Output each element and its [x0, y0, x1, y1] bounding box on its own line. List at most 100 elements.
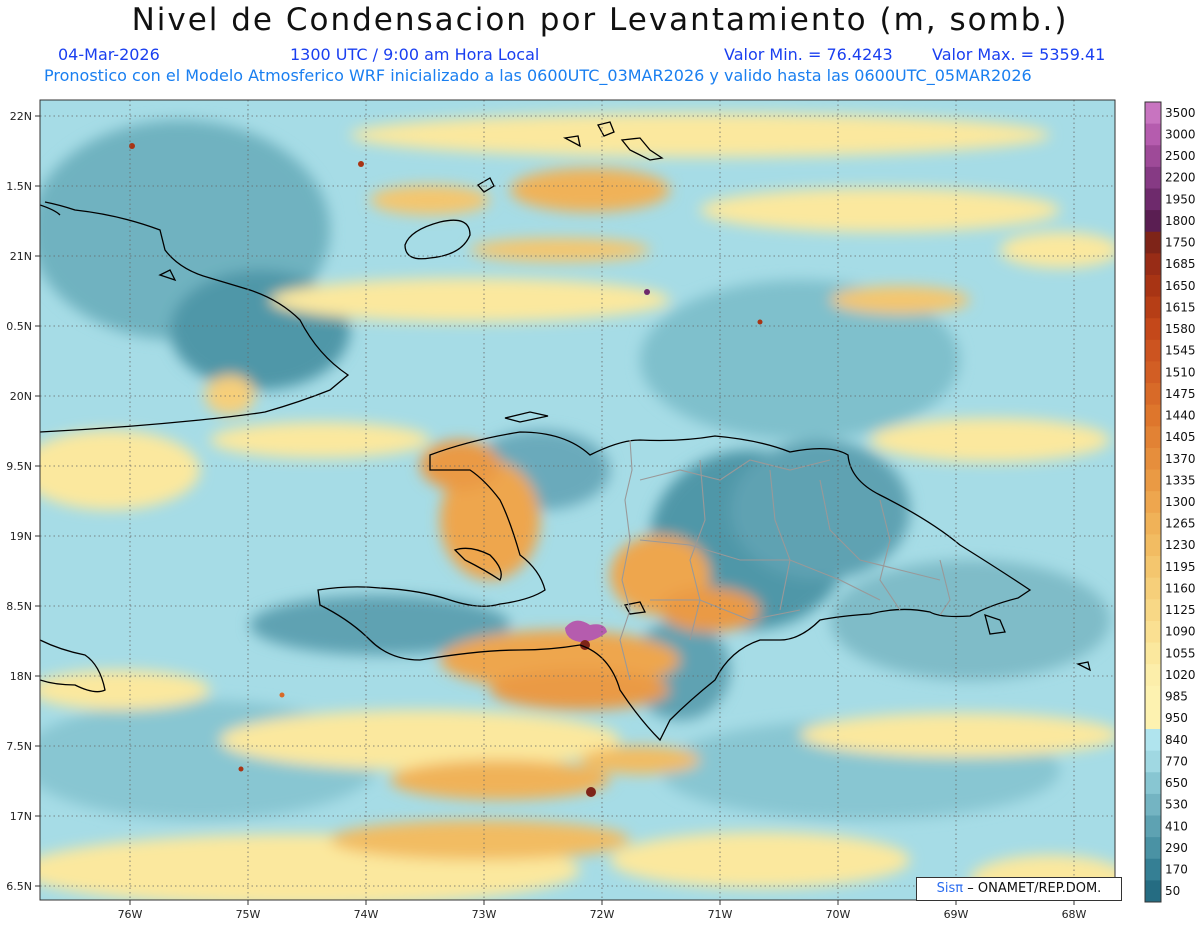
- colorbar-label: 1370: [1165, 452, 1196, 466]
- lat-label: 21N: [10, 250, 32, 263]
- colorbar-swatch: [1145, 664, 1161, 687]
- lat-label: 7.5N: [6, 740, 32, 753]
- lat-label: 20N: [10, 390, 32, 403]
- colorbar-swatch: [1145, 772, 1161, 795]
- colorbar-swatch: [1145, 166, 1161, 189]
- colorbar-swatch: [1145, 361, 1161, 384]
- colorbar-label: 410: [1165, 819, 1188, 833]
- colorbar-swatch: [1145, 534, 1161, 557]
- colorbar-swatch: [1145, 793, 1161, 817]
- colorbar-swatch: [1145, 707, 1161, 730]
- sis-logo: Sisπ: [936, 881, 964, 896]
- lat-label: 17N: [10, 810, 32, 823]
- colorbar-label: 1160: [1165, 581, 1196, 595]
- colorbar-swatch: [1145, 188, 1161, 211]
- colorbar-swatch: [1145, 469, 1161, 492]
- colorbar-swatch: [1145, 599, 1161, 622]
- lat-label: 6.5N: [6, 880, 32, 893]
- colorbar-swatch: [1145, 145, 1161, 168]
- colorbar-swatch: [1145, 404, 1161, 427]
- lon-label: 71W: [708, 908, 733, 921]
- lat-label: 0.5N: [6, 320, 32, 333]
- lon-label: 74W: [354, 908, 379, 921]
- colorbar-swatch: [1145, 123, 1161, 146]
- colorbar-swatch: [1145, 339, 1161, 362]
- forecast-time: 1300 UTC / 9:00 am Hora Local: [290, 45, 540, 64]
- colorbar-label: 1265: [1165, 517, 1196, 531]
- lcl-field: [40, 100, 1115, 900]
- colorbar-label: 985: [1165, 690, 1188, 704]
- min-value: Valor Min. = 76.4243: [724, 45, 893, 64]
- colorbar-label: 1475: [1165, 387, 1196, 401]
- colorbar-label: 950: [1165, 711, 1188, 725]
- colorbar-swatch: [1145, 231, 1161, 254]
- tick-marks: [35, 115, 1075, 905]
- lat-label: 1.5N: [6, 180, 32, 193]
- colorbar-label: 1510: [1165, 365, 1196, 379]
- colorbar-frame: [1144, 101, 1162, 903]
- colorbar-label: 1750: [1165, 236, 1196, 250]
- colorbar-label: 2500: [1165, 149, 1196, 163]
- lon-label: 76W: [118, 908, 143, 921]
- plot-frame: [39, 99, 1116, 901]
- colorbar-label: 650: [1165, 776, 1188, 790]
- colorbar-swatch: [1145, 102, 1161, 125]
- colorbar-swatch: [1145, 426, 1161, 449]
- colorbar-swatch: [1145, 750, 1161, 773]
- colorbar-label: 1650: [1165, 279, 1196, 293]
- colorbar-label: 3500: [1165, 106, 1196, 120]
- map-title: Nivel de Condensacion por Levantamiento …: [131, 2, 1069, 38]
- colorbar-label: 1230: [1165, 538, 1196, 552]
- colorbar-label: 1615: [1165, 300, 1196, 314]
- colorbar-label: 1405: [1165, 430, 1196, 444]
- colorbar-label: 290: [1165, 841, 1188, 855]
- colorbar-label: 1055: [1165, 646, 1196, 660]
- lon-label: 70W: [826, 908, 851, 921]
- colorbar-label: 1300: [1165, 495, 1196, 509]
- province-borders: [619, 439, 951, 681]
- colorbar-label: 1440: [1165, 409, 1196, 423]
- lat-label: 8.5N: [6, 600, 32, 613]
- lon-label: 68W: [1062, 908, 1087, 921]
- colorbar-label: 840: [1165, 733, 1188, 747]
- colorbar-label: 1090: [1165, 625, 1196, 639]
- lon-label: 73W: [472, 908, 497, 921]
- credit-org: – ONAMET/REP.DOM.: [967, 881, 1102, 896]
- colorbar-label: 3000: [1165, 127, 1196, 141]
- lat-label: 19N: [10, 530, 32, 543]
- colorbar-swatch: [1145, 642, 1161, 665]
- colorbar-label: 1195: [1165, 560, 1196, 574]
- colorbar-swatch: [1145, 274, 1161, 298]
- colorbar-swatch: [1145, 858, 1161, 881]
- colorbar-swatch: [1145, 556, 1161, 579]
- colorbar-swatch: [1145, 837, 1161, 860]
- forecast-info: Pronostico con el Modelo Atmosferico WRF…: [44, 66, 1032, 85]
- colorbar: 3500 3000 2500 2200 1950 1800 1750 1685 1650 1615…: [1144, 101, 1196, 903]
- colorbar-swatch: [1145, 447, 1161, 471]
- colorbar-label: 530: [1165, 798, 1188, 812]
- lon-label: 75W: [236, 908, 261, 921]
- colorbar-label: 1335: [1165, 473, 1196, 487]
- colorbar-swatch: [1145, 296, 1161, 319]
- colorbar-swatch: [1145, 253, 1161, 276]
- lat-label: 22N: [10, 110, 32, 123]
- colorbar-swatch: [1145, 210, 1161, 233]
- colorbar-swatch: [1145, 512, 1161, 535]
- colorbar-swatch: [1145, 383, 1161, 406]
- max-value: Valor Max. = 5359.41: [932, 45, 1106, 64]
- lon-label: 72W: [590, 908, 615, 921]
- lcl-hotspots: [129, 143, 763, 797]
- colorbar-swatch: [1145, 491, 1161, 514]
- colorbar-label: 50: [1165, 884, 1180, 898]
- lon-label: 69W: [944, 908, 969, 921]
- colorbar-swatch: [1145, 729, 1161, 752]
- colorbar-swatch: [1145, 685, 1161, 708]
- lat-label: 18N: [10, 670, 32, 683]
- colorbar-swatch: [1145, 880, 1161, 903]
- colorbar-label: 1125: [1165, 603, 1196, 617]
- coastlines: [40, 121, 1091, 742]
- colorbar-swatch: [1145, 815, 1161, 838]
- forecast-date: 04-Mar-2026: [58, 45, 160, 64]
- credit-box: Sisπ – ONAMET/REP.DOM.: [916, 877, 1122, 901]
